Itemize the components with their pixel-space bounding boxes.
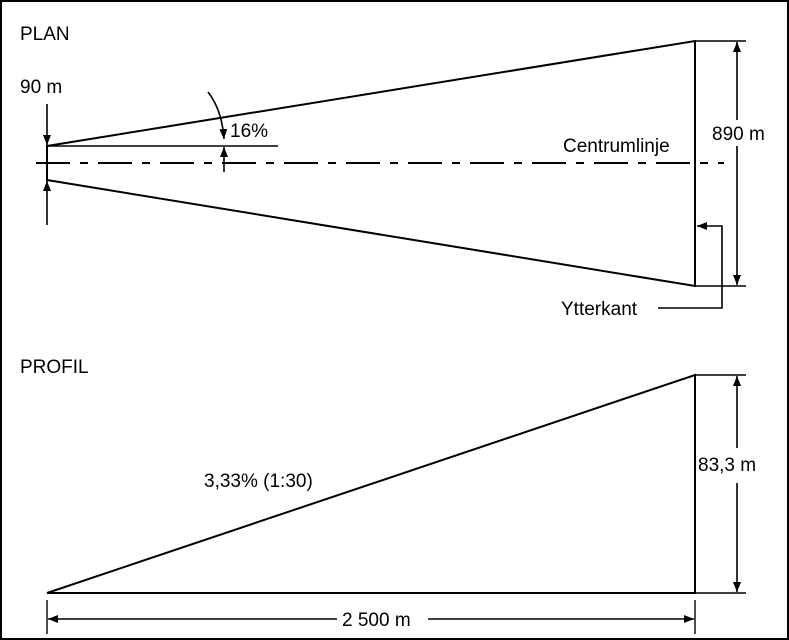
height-label: 83,3 m <box>698 455 756 476</box>
outer-edge-leader <box>658 222 723 309</box>
outer-width-label: 890 m <box>712 124 765 145</box>
divergence-arc-arrow-top <box>207 91 228 140</box>
inner-width-label: 90 m <box>20 77 62 98</box>
centerline-label: Centrumlinje <box>563 136 670 157</box>
slope-label: 3,33% (1:30) <box>204 471 313 492</box>
outer-edge-label: Ytterkant <box>561 299 638 320</box>
plan-title: PLAN <box>20 24 70 45</box>
divergence-label: 16% <box>230 121 268 142</box>
profile-title: PROFIL <box>20 357 89 378</box>
length-label: 2 500 m <box>342 610 411 631</box>
profile-surface-outline <box>46 373 696 594</box>
